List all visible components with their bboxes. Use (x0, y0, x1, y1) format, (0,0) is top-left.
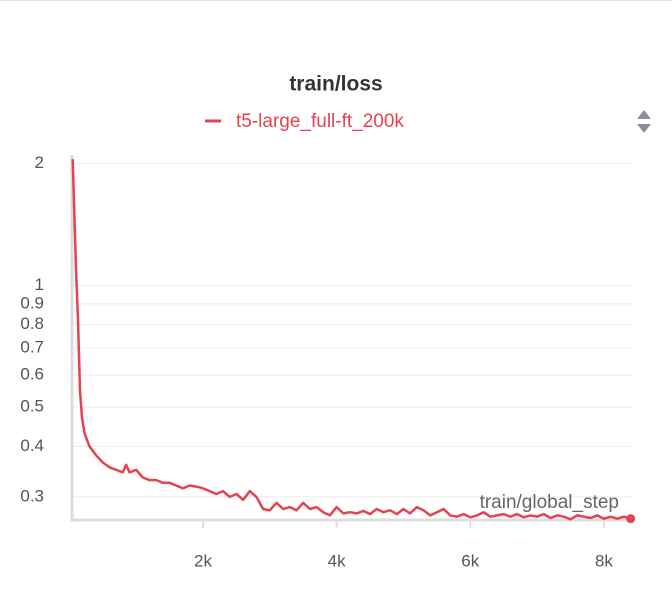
y-tick-label: 0.4 (20, 436, 44, 455)
x-tick-label: 8k (595, 551, 613, 570)
y-tick-label: 0.3 (20, 486, 44, 505)
y-tick-label: 0.9 (20, 293, 44, 312)
y-tick-label: 0.7 (20, 337, 44, 356)
legend-scroll-icon[interactable] (637, 110, 651, 133)
y-tick-label: 2 (35, 153, 44, 172)
y-tick-label: 0.5 (20, 397, 44, 416)
chart-title: train/loss (289, 73, 382, 96)
legend-label: t5-large_full-ft_200k (236, 111, 404, 132)
x-axis-label: train/global_step (480, 492, 619, 513)
end-point (626, 514, 636, 524)
y-tick-label: 1 (35, 275, 44, 294)
x-tick-label: 6k (461, 551, 479, 570)
loss-line (71, 159, 632, 521)
x-tick-label: 2k (194, 551, 212, 570)
y-tick-label: 0.8 (20, 314, 44, 333)
y-tick-label: 0.6 (20, 365, 44, 384)
x-tick-label: 4k (328, 551, 346, 570)
icon-down[interactable] (637, 124, 651, 133)
icon-up[interactable] (637, 110, 651, 119)
